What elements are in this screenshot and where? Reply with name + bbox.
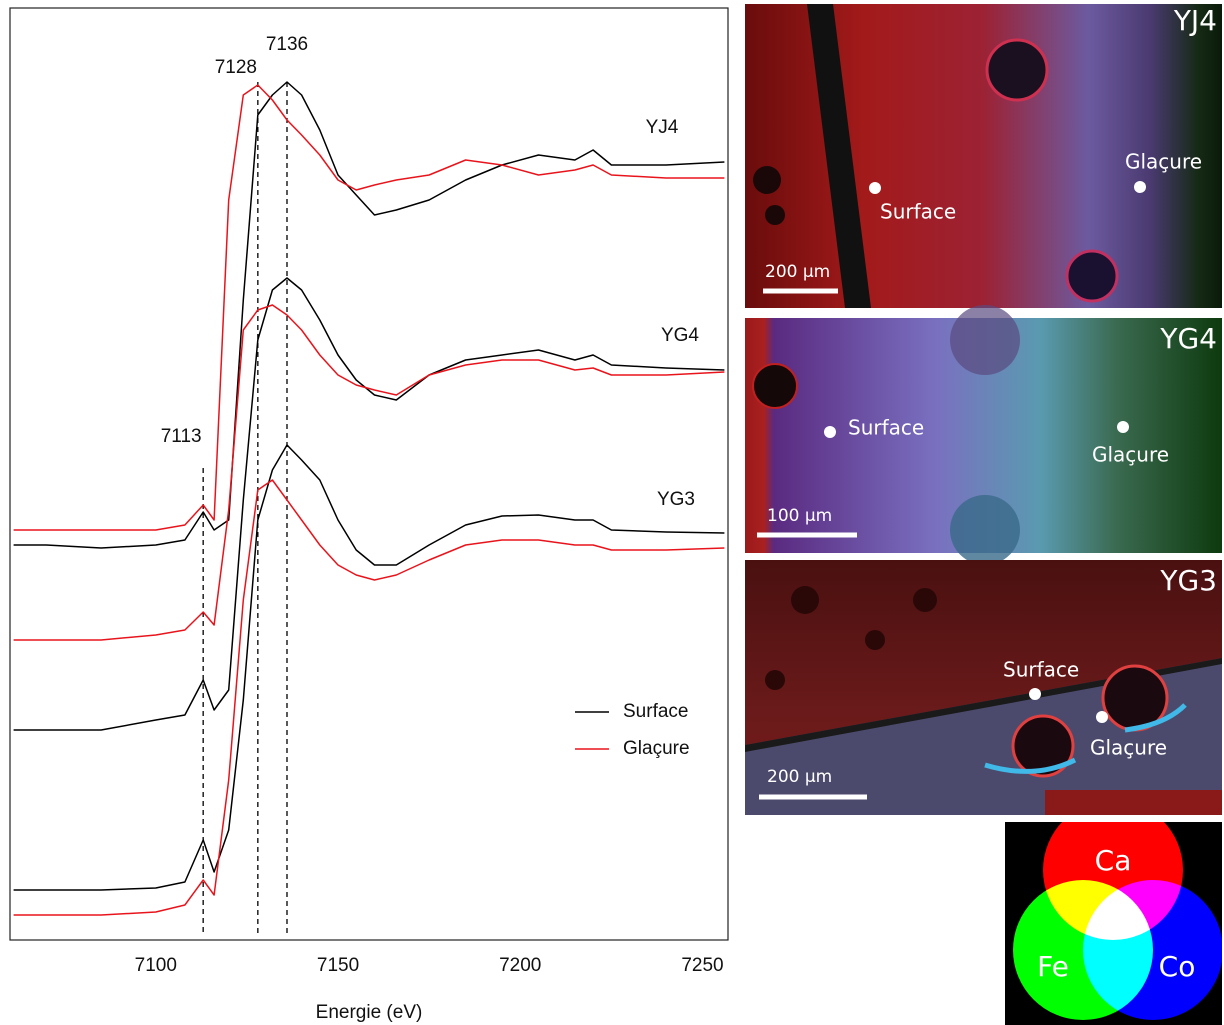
panel-yj4 xyxy=(745,4,1222,308)
scale-bar-label: 200 µm xyxy=(765,262,830,282)
legend-label: Glaçure xyxy=(623,738,690,759)
panel-yg4 xyxy=(745,305,1222,565)
plot-frame xyxy=(9,7,729,941)
x-tick-label: 7250 xyxy=(681,955,723,976)
reference-label: 7113 xyxy=(161,426,202,447)
point-label: Glaçure xyxy=(1090,736,1167,760)
panel-title: YG3 xyxy=(1159,564,1217,597)
chart: Energie (eV) 7100 7150 7200 7250 7113 7128 713… xyxy=(9,7,729,1023)
sample-label: YG4 xyxy=(661,325,699,346)
panel-yg3 xyxy=(745,560,1222,815)
point-label: Glaçure xyxy=(1092,443,1169,467)
color-key-label: Ca xyxy=(1095,844,1132,877)
x-axis-label: Energie (eV) xyxy=(316,1002,423,1023)
spectrum-line xyxy=(13,444,725,891)
reference-label: 7136 xyxy=(266,34,308,55)
scale-bar-label: 100 µm xyxy=(767,506,832,526)
scale-bar-label: 200 µm xyxy=(767,767,832,787)
legend-label: Surface xyxy=(623,701,688,722)
spectrum-line xyxy=(13,479,725,916)
x-tick-label: 7200 xyxy=(499,955,541,976)
sample-label: YG3 xyxy=(657,489,695,510)
x-tick-label: 7150 xyxy=(317,955,359,976)
color-key-label: Co xyxy=(1159,950,1196,983)
image-panels: YJ4 Surface Glaçure 200 µm YG4 Surface Glaçure… xyxy=(745,4,1222,1025)
point-label: Surface xyxy=(848,416,924,440)
spectrum-line xyxy=(13,81,725,549)
point-label: Glaçure xyxy=(1125,150,1202,174)
x-tick-label: 7100 xyxy=(135,955,177,976)
color-key xyxy=(1005,822,1222,1025)
spectrum-line xyxy=(13,304,725,641)
panel-title: YG4 xyxy=(1159,322,1217,355)
color-key-label: Fe xyxy=(1037,950,1069,983)
sample-label: YJ4 xyxy=(646,117,679,138)
reference-label: 7128 xyxy=(215,57,257,78)
spectrum-line xyxy=(13,84,725,531)
point-label: Surface xyxy=(1003,658,1079,682)
point-label: Surface xyxy=(880,200,956,224)
panel-title: YJ4 xyxy=(1173,4,1217,37)
spectrum-line xyxy=(13,277,725,731)
